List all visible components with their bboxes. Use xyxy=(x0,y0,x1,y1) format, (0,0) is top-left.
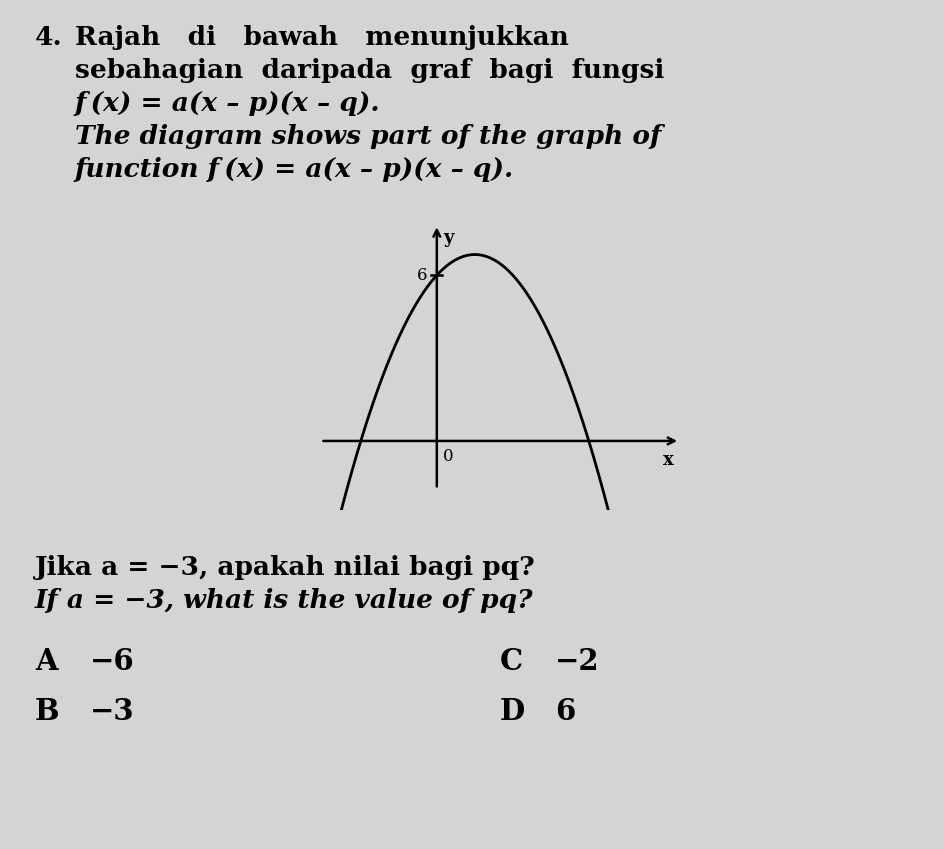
Text: 0: 0 xyxy=(443,448,453,465)
Text: 4.: 4. xyxy=(35,25,62,50)
Text: −6: −6 xyxy=(90,648,135,677)
Text: f (x) = a(x – p)(x – q).: f (x) = a(x – p)(x – q). xyxy=(75,91,380,116)
Text: y: y xyxy=(443,229,453,247)
Text: If a = −3, what is the value of pq?: If a = −3, what is the value of pq? xyxy=(35,588,533,613)
Text: sebahagian  daripada  graf  bagi  fungsi: sebahagian daripada graf bagi fungsi xyxy=(75,58,665,83)
Text: Rajah   di   bawah   menunjukkan: Rajah di bawah menunjukkan xyxy=(75,25,569,50)
Text: D: D xyxy=(500,697,525,726)
Text: C: C xyxy=(500,648,523,677)
Text: −2: −2 xyxy=(555,648,599,677)
Text: The diagram shows part of the graph of: The diagram shows part of the graph of xyxy=(75,124,662,149)
Text: Jika a = −3, apakah nilai bagi pq?: Jika a = −3, apakah nilai bagi pq? xyxy=(35,555,535,580)
Text: function f (x) = a(x – p)(x – q).: function f (x) = a(x – p)(x – q). xyxy=(75,157,514,182)
Text: x: x xyxy=(663,451,674,469)
Text: −3: −3 xyxy=(90,697,135,726)
Text: 6: 6 xyxy=(555,697,576,726)
Text: A: A xyxy=(35,648,58,677)
Text: 6: 6 xyxy=(417,267,428,284)
Text: B: B xyxy=(35,697,59,726)
